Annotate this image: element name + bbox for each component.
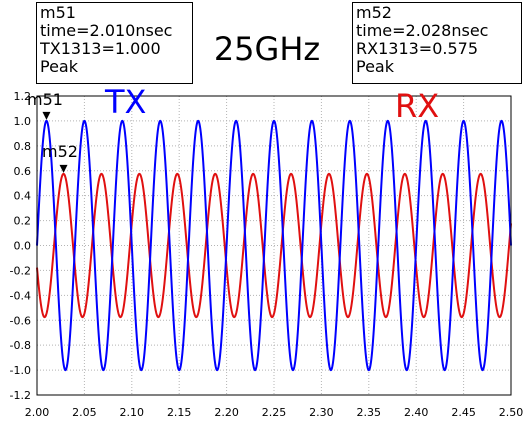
- x-tick-label: 2.20: [214, 406, 239, 419]
- marker-layer: [42, 111, 68, 173]
- chart-title: 25GHz: [213, 30, 321, 68]
- y-tick-label: -1.0: [10, 364, 31, 377]
- x-tick-label: 2.00: [25, 406, 50, 419]
- y-tick-label: 0.8: [14, 140, 32, 153]
- y-tick-label: -0.6: [10, 314, 31, 327]
- grid: [36, 95, 512, 396]
- y-tick-label: 0.6: [14, 165, 32, 178]
- series-label-tx: TX: [105, 83, 147, 121]
- plot-frame: [36, 95, 512, 396]
- marker-readout-time: time=2.028nsec: [356, 22, 489, 40]
- x-tick-label: 2.50: [499, 406, 524, 419]
- x-tick-label: 2.35: [357, 406, 382, 419]
- series-line-rx: [36, 172, 512, 319]
- y-tick-label: 0.4: [14, 190, 32, 203]
- marker-point-m51: [42, 111, 51, 120]
- marker-readout-name: m52: [356, 4, 392, 22]
- x-tick-label: 2.15: [167, 406, 192, 419]
- marker-readout-name: m51: [40, 4, 76, 22]
- y-tick-label: 0.2: [14, 215, 32, 228]
- tick-labels: 2.00 2.05 2.10 2.15 2.20 2.25 2.30 2.35 2.40 2.45…: [10, 90, 524, 419]
- marker-readout-kind: Peak: [356, 58, 394, 76]
- y-tick-label: -0.4: [10, 289, 31, 302]
- y-tick-label: -0.8: [10, 339, 31, 352]
- marker-label-m51: m51: [27, 90, 63, 109]
- marker-readout-kind: Peak: [40, 58, 78, 76]
- x-tick-label: 2.40: [404, 406, 429, 419]
- series-line-tx: [36, 119, 512, 372]
- x-tick-label: 2.25: [262, 406, 287, 419]
- marker-label-m52: m52: [42, 142, 78, 161]
- x-tick-label: 2.10: [120, 406, 145, 419]
- y-tick-label: 1.2: [14, 90, 32, 103]
- y-tick-label: 1.0: [14, 115, 32, 128]
- marker-readout-value: TX1313=1.000: [40, 40, 161, 58]
- series-label-rx: RX: [395, 87, 440, 125]
- marker-readout-m51: m51 time=2.010nsec TX1313=1.000 Peak: [36, 2, 193, 84]
- y-tick-label: -1.2: [10, 389, 31, 402]
- marker-point-m52: [59, 164, 68, 173]
- x-tick-label: 2.30: [309, 406, 334, 419]
- series-layer: [36, 119, 512, 372]
- y-tick-label: 0.0: [14, 240, 32, 253]
- y-tick-label: -0.2: [10, 264, 31, 277]
- marker-readout-value: RX1313=0.575: [356, 40, 479, 58]
- marker-readout-m52: m52 time=2.028nsec RX1313=0.575 Peak: [352, 2, 522, 84]
- marker-readout-time: time=2.010nsec: [40, 22, 173, 40]
- x-tick-label: 2.05: [72, 406, 97, 419]
- x-tick-label: 2.45: [451, 406, 476, 419]
